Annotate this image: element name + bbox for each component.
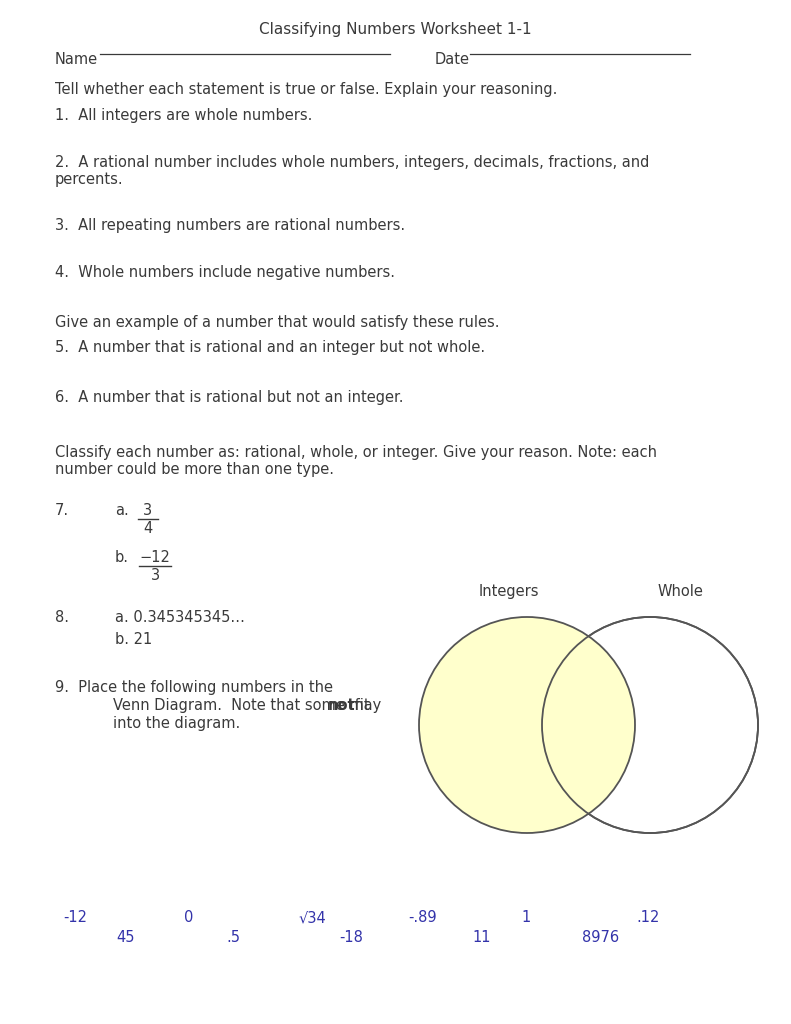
Text: 1: 1: [521, 910, 531, 925]
Text: .5: .5: [226, 930, 240, 945]
Text: 0: 0: [184, 910, 194, 925]
Text: b. 21: b. 21: [115, 632, 152, 647]
Text: Integers: Integers: [479, 584, 539, 599]
Text: Name: Name: [55, 52, 98, 67]
Text: 3: 3: [150, 568, 160, 583]
Text: Venn Diagram.  Note that some may: Venn Diagram. Note that some may: [113, 698, 386, 713]
Ellipse shape: [542, 617, 758, 833]
Text: 5.  A number that is rational and an integer but not whole.: 5. A number that is rational and an inte…: [55, 340, 485, 355]
Text: 6.  A number that is rational but not an integer.: 6. A number that is rational but not an …: [55, 390, 403, 406]
Text: percents.: percents.: [55, 172, 123, 187]
Text: 4: 4: [143, 521, 153, 536]
Text: Date: Date: [435, 52, 470, 67]
Text: a.: a.: [115, 503, 129, 518]
Text: Give an example of a number that would satisfy these rules.: Give an example of a number that would s…: [55, 315, 499, 330]
Text: √34: √34: [298, 910, 326, 925]
Text: 4.  Whole numbers include negative numbers.: 4. Whole numbers include negative number…: [55, 265, 395, 280]
Text: Tell whether each statement is true or false. Explain your reasoning.: Tell whether each statement is true or f…: [55, 82, 558, 97]
Text: Classifying Numbers Worksheet 1-1: Classifying Numbers Worksheet 1-1: [259, 22, 532, 37]
Text: number could be more than one type.: number could be more than one type.: [55, 462, 334, 477]
Text: -.89: -.89: [409, 910, 437, 925]
Text: -18: -18: [339, 930, 363, 945]
Text: -12: -12: [63, 910, 87, 925]
Text: 8976: 8976: [582, 930, 619, 945]
Text: −12: −12: [139, 550, 170, 565]
Ellipse shape: [419, 617, 635, 833]
Text: 8.: 8.: [55, 610, 69, 625]
Text: Classify each number as: rational, whole, or integer. Give your reason. Note: ea: Classify each number as: rational, whole…: [55, 445, 657, 460]
Text: 11: 11: [473, 930, 491, 945]
Text: a. 0.345345345…: a. 0.345345345…: [115, 610, 245, 625]
Text: b.: b.: [115, 550, 129, 565]
Text: 9.  Place the following numbers in the: 9. Place the following numbers in the: [55, 680, 333, 695]
Text: 1.  All integers are whole numbers.: 1. All integers are whole numbers.: [55, 108, 312, 123]
Text: into the diagram.: into the diagram.: [113, 716, 240, 731]
Text: 3: 3: [143, 503, 153, 518]
Text: Whole: Whole: [657, 584, 703, 599]
Text: 3.  All repeating numbers are rational numbers.: 3. All repeating numbers are rational nu…: [55, 218, 405, 233]
Text: fit: fit: [350, 698, 369, 713]
Text: not: not: [328, 698, 356, 713]
Text: 45: 45: [117, 930, 135, 945]
Text: 7.: 7.: [55, 503, 69, 518]
Text: .12: .12: [636, 910, 660, 925]
Text: 2.  A rational number includes whole numbers, integers, decimals, fractions, and: 2. A rational number includes whole numb…: [55, 155, 649, 170]
